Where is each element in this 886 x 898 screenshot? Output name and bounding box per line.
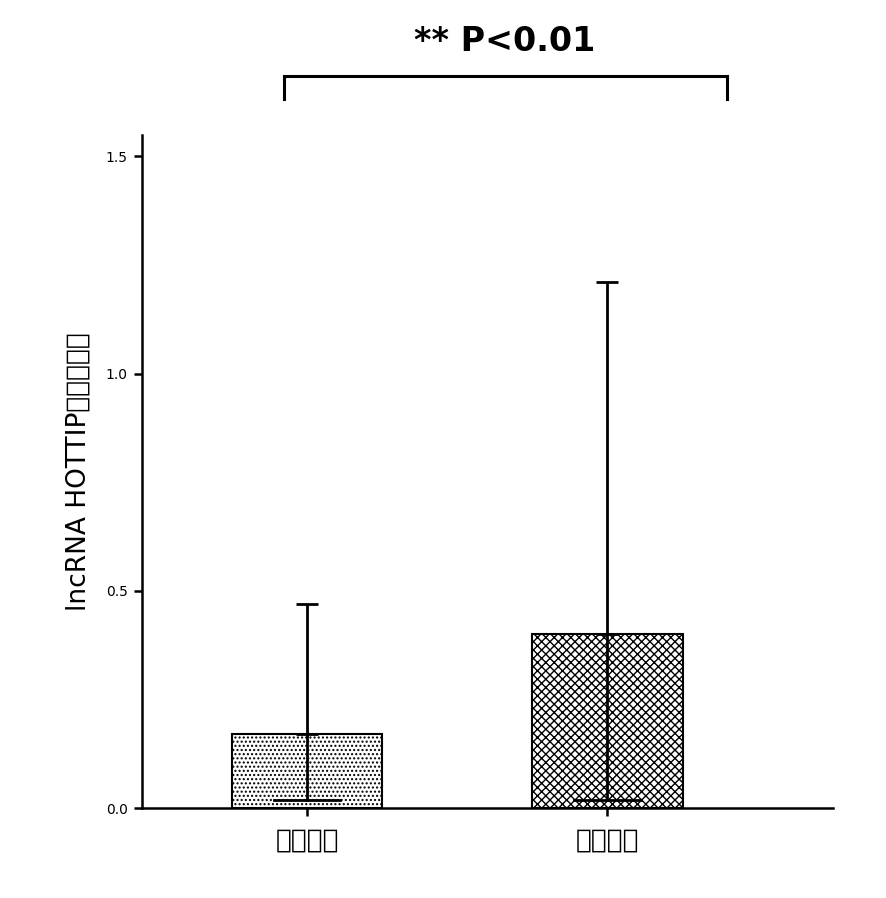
- Y-axis label: lncRNA HOTTIP相对表达量: lncRNA HOTTIP相对表达量: [66, 332, 92, 611]
- Text: ** P<0.01: ** P<0.01: [415, 25, 595, 58]
- Bar: [232, 735, 382, 808]
- Bar: [532, 634, 682, 808]
